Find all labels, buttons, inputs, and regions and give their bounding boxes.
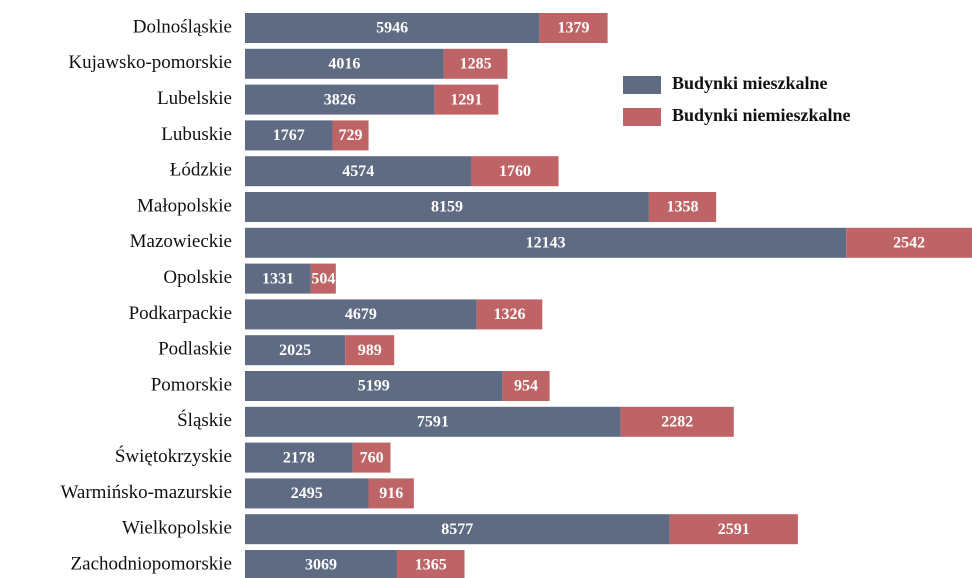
bar-segment xyxy=(245,13,540,43)
value-label: 3826 xyxy=(324,91,356,108)
legend-label: Budynki niemieszkalne xyxy=(672,105,851,125)
value-label: 1379 xyxy=(557,20,589,37)
value-label: 2542 xyxy=(893,234,925,251)
value-label: 2591 xyxy=(718,521,750,538)
bar-segment xyxy=(245,156,472,187)
value-label: 4679 xyxy=(345,306,377,323)
category-label: Pomorskie xyxy=(151,374,232,395)
bar-segment xyxy=(669,514,798,545)
value-label: 1365 xyxy=(415,557,447,574)
value-label: 1767 xyxy=(273,127,305,144)
bar-segment xyxy=(310,263,336,294)
legend-swatch xyxy=(623,108,661,126)
value-label: 8159 xyxy=(431,199,463,216)
category-label: Mazowieckie xyxy=(130,231,232,252)
category-label: Warmińsko-mazurskie xyxy=(60,482,232,503)
value-label: 1326 xyxy=(493,306,525,323)
bar-segment xyxy=(245,299,477,330)
value-label: 1285 xyxy=(460,55,492,72)
legend-label: Budynki mieszkalne xyxy=(672,73,828,93)
value-label: 2495 xyxy=(291,485,323,502)
bar-segment xyxy=(245,84,435,115)
bar-segment xyxy=(471,156,559,187)
value-label: 1760 xyxy=(499,163,531,180)
bar-segment xyxy=(245,406,621,437)
category-label: Zachodniopomorskie xyxy=(71,553,232,574)
bar-segment xyxy=(245,227,847,258)
bar-segment xyxy=(245,335,346,366)
value-label: 4574 xyxy=(342,163,374,180)
value-label: 729 xyxy=(339,127,363,144)
value-label: 916 xyxy=(379,485,403,502)
value-label: 989 xyxy=(358,342,382,359)
value-label: 504 xyxy=(311,270,335,287)
bar-segment xyxy=(539,13,608,43)
category-label: Śląskie xyxy=(177,409,232,431)
bar-segment xyxy=(245,192,649,222)
bar-segment xyxy=(245,48,444,79)
value-label: 954 xyxy=(514,378,538,395)
value-label: 2025 xyxy=(279,342,311,359)
bar-segment xyxy=(245,263,311,294)
bar-segment xyxy=(245,120,333,151)
bar-segment xyxy=(352,442,391,473)
value-label: 7591 xyxy=(417,413,449,430)
category-label: Lubuskie xyxy=(161,124,232,145)
bar-segment xyxy=(332,120,369,151)
value-label: 2282 xyxy=(661,413,693,430)
bar-segment xyxy=(245,514,670,545)
bar-segment xyxy=(502,371,550,401)
bar-segment xyxy=(245,442,353,473)
bar-segment xyxy=(476,299,543,330)
category-label: Małopolskie xyxy=(137,195,232,216)
value-label: 8577 xyxy=(441,521,473,538)
value-label: 5199 xyxy=(358,378,390,395)
value-label: 3069 xyxy=(305,557,337,574)
category-label: Podlaskie xyxy=(158,339,232,360)
category-label: Dolnośląskie xyxy=(133,16,232,37)
bar-segment xyxy=(368,478,414,509)
bar-segment xyxy=(434,84,499,115)
category-label: Kujawsko-pomorskie xyxy=(68,52,232,73)
bar-segment xyxy=(846,227,972,258)
bar-segment xyxy=(396,550,465,578)
value-label: 1331 xyxy=(262,270,294,287)
value-label: 1358 xyxy=(667,199,699,216)
value-label: 1291 xyxy=(450,91,482,108)
value-label: 12143 xyxy=(526,234,566,251)
bar-segment xyxy=(345,335,395,366)
category-label: Podkarpackie xyxy=(129,303,232,324)
category-label: Opolskie xyxy=(163,267,232,288)
bar-segment xyxy=(620,406,734,437)
bar-segment xyxy=(648,192,717,222)
bar-segment xyxy=(245,550,397,578)
bar-segment xyxy=(443,48,508,79)
value-label: 5946 xyxy=(376,20,408,37)
bar-segment xyxy=(245,371,503,401)
legend-swatch xyxy=(623,76,661,94)
category-label: Świętokrzyskie xyxy=(115,445,232,467)
bar-segment xyxy=(245,478,369,509)
category-label: Łódzkie xyxy=(170,160,232,181)
value-label: 4016 xyxy=(328,55,360,72)
value-label: 760 xyxy=(360,449,384,466)
category-label: Lubelskie xyxy=(157,88,232,109)
category-label: Wielkopolskie xyxy=(122,518,232,539)
value-label: 2178 xyxy=(283,449,315,466)
